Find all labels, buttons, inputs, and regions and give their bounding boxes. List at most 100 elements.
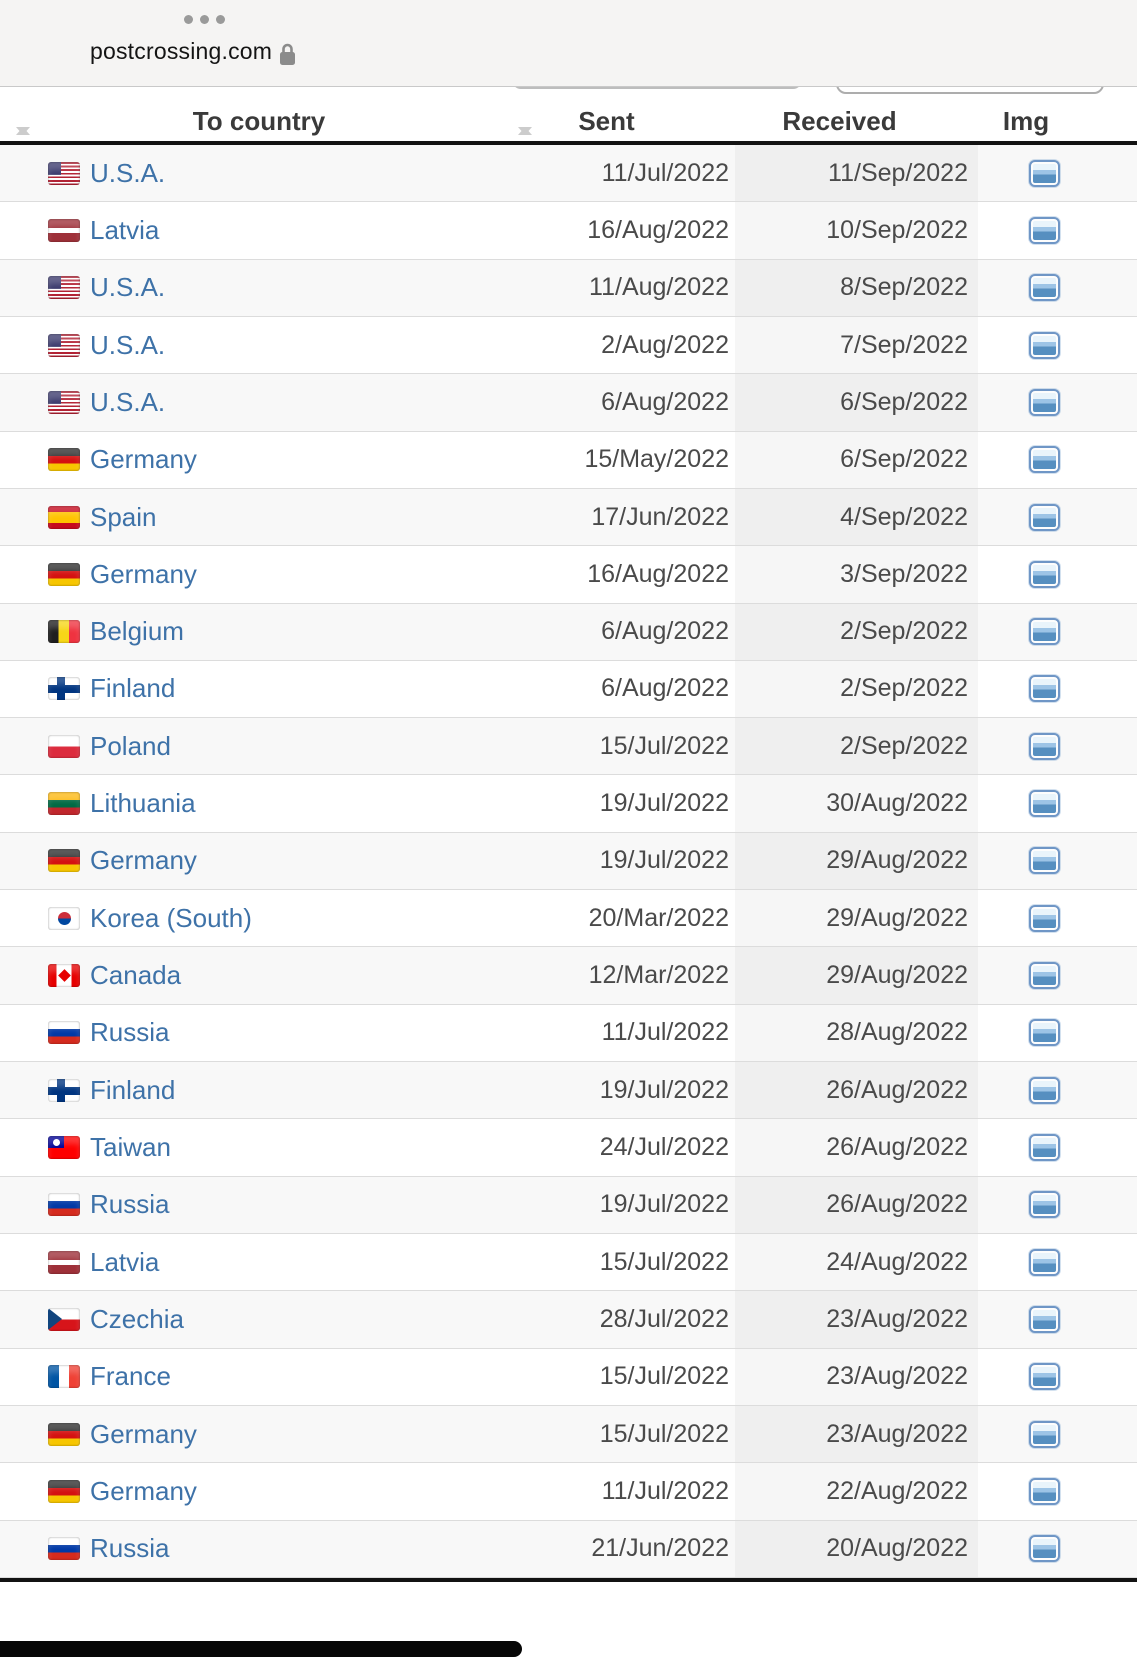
postcard-image-icon[interactable] [1028, 790, 1060, 818]
country-link[interactable]: Poland [90, 730, 171, 761]
country-flag-icon [48, 276, 80, 300]
column-header-label: Img [1002, 106, 1050, 136]
country-cell: Czechia [40, 1291, 500, 1347]
postcard-image-icon[interactable] [1028, 216, 1060, 244]
column-header-stub[interactable] [0, 96, 40, 141]
country-link[interactable]: Finland [90, 673, 176, 704]
received-date-cell: 4/Sep/2022 [735, 489, 978, 545]
column-header-sent[interactable]: Sent [500, 96, 735, 141]
postcard-image-icon[interactable] [1028, 1248, 1060, 1276]
received-date-cell: 28/Aug/2022 [735, 1005, 978, 1061]
received-date-cell: 2/Sep/2022 [735, 661, 978, 717]
table-row: Spain 17/Jun/2022 4/Sep/2022 [0, 488, 1137, 547]
postcard-image-icon[interactable] [1028, 1305, 1060, 1333]
country-link[interactable]: Russia [90, 1189, 170, 1220]
img-cell [978, 1349, 1110, 1405]
sent-date-cell: 11/Aug/2022 [589, 273, 729, 302]
postcard-image-icon[interactable] [1028, 675, 1060, 703]
postcard-image-icon[interactable] [1028, 618, 1060, 646]
img-cell [978, 1062, 1110, 1118]
postcard-image-icon[interactable] [1028, 1363, 1060, 1391]
country-link[interactable]: Latvia [90, 1246, 160, 1277]
country-cell: Russia [40, 1005, 500, 1061]
table-row: Germany 16/Aug/2022 3/Sep/2022 [0, 546, 1137, 604]
country-cell: Poland [40, 718, 500, 774]
column-header-to-country[interactable]: To country [40, 96, 532, 141]
country-link[interactable]: Russia [90, 1533, 170, 1564]
img-cell [978, 1463, 1110, 1519]
postcard-image-icon[interactable] [1028, 274, 1060, 302]
column-header-received[interactable]: Received [735, 96, 978, 141]
country-cell: Germany [40, 1406, 500, 1462]
country-link[interactable]: U.S.A. [90, 386, 166, 417]
table-row: Lithuania 19/Jul/2022 30/Aug/2022 [0, 775, 1137, 833]
country-cell: France [40, 1349, 500, 1405]
postcard-image-icon[interactable] [1028, 503, 1060, 531]
country-flag-icon [48, 792, 80, 816]
country-link[interactable]: U.S.A. [90, 157, 166, 188]
country-link[interactable]: Czechia [90, 1303, 184, 1334]
postcard-image-icon[interactable] [1028, 904, 1060, 932]
postcard-image-icon[interactable] [1028, 1076, 1060, 1104]
postcard-image-icon[interactable] [1028, 962, 1060, 990]
column-header-img[interactable]: Img [978, 96, 1110, 141]
country-link[interactable]: Canada [90, 960, 182, 991]
url-bar[interactable]: postcrossing.com [90, 38, 273, 64]
table-row: U.S.A. 6/Aug/2022 6/Sep/2022 [0, 374, 1137, 432]
postcard-image-icon[interactable] [1028, 1019, 1060, 1047]
received-date-cell: 29/Aug/2022 [735, 833, 978, 889]
img-cell [978, 947, 1110, 1003]
country-link[interactable]: Lithuania [90, 788, 196, 819]
postcard-image-icon[interactable] [1028, 1477, 1060, 1505]
country-cell: Spain [40, 489, 500, 545]
country-link[interactable]: Germany [90, 558, 197, 589]
country-link[interactable]: France [90, 1361, 171, 1392]
postcard-image-icon[interactable] [1028, 1133, 1060, 1161]
country-flag-icon [48, 1307, 80, 1331]
country-link[interactable]: U.S.A. [90, 272, 166, 303]
country-flag-icon [48, 1479, 80, 1503]
img-cell [978, 145, 1110, 201]
table-row: Poland 15/Jul/2022 2/Sep/2022 [0, 718, 1137, 776]
country-cell: Latvia [40, 1234, 500, 1290]
postcard-image-icon[interactable] [1028, 159, 1060, 187]
country-link[interactable]: Belgium [90, 616, 184, 647]
country-link[interactable]: Latvia [90, 214, 160, 245]
postcard-image-icon[interactable] [1028, 331, 1060, 359]
country-link[interactable]: U.S.A. [90, 329, 166, 360]
horizontal-scroll-indicator[interactable] [0, 1641, 522, 1657]
country-link[interactable]: Finland [90, 1074, 176, 1105]
country-link[interactable]: Taiwan [90, 1131, 171, 1162]
img-cell [978, 833, 1110, 889]
postcard-image-icon[interactable] [1028, 560, 1060, 588]
country-link[interactable]: Germany [90, 1418, 197, 1449]
postcard-image-icon[interactable] [1028, 847, 1060, 875]
postcard-image-icon[interactable] [1028, 446, 1060, 474]
table-row: Russia 21/Jun/2022 20/Aug/2022 [0, 1520, 1137, 1578]
tab-overview-dots-icon[interactable] [184, 15, 225, 24]
table-row: Russia 11/Jul/2022 28/Aug/2022 [0, 1004, 1137, 1062]
country-cell: Germany [40, 833, 500, 889]
country-link[interactable]: Germany [90, 444, 197, 475]
postcard-image-icon[interactable] [1028, 1420, 1060, 1448]
country-cell: Finland [40, 661, 500, 717]
country-flag-icon [48, 906, 80, 930]
sent-date-cell: 11/Jul/2022 [601, 1018, 729, 1047]
received-date-cell: 2/Sep/2022 [735, 718, 978, 774]
postcard-image-icon[interactable] [1028, 1191, 1060, 1219]
received-date-cell: 26/Aug/2022 [735, 1119, 978, 1175]
postcard-image-icon[interactable] [1028, 732, 1060, 760]
country-link[interactable]: Germany [90, 1475, 197, 1506]
postcard-image-icon[interactable] [1028, 1535, 1060, 1563]
img-cell [978, 604, 1110, 660]
country-link[interactable]: Russia [90, 1017, 170, 1048]
country-cell: Korea (South) [40, 890, 500, 946]
country-flag-icon [48, 390, 80, 414]
country-link[interactable]: Korea (South) [90, 902, 252, 933]
country-link[interactable]: Germany [90, 845, 197, 876]
country-link[interactable]: Spain [90, 501, 157, 532]
country-cell: Latvia [40, 202, 500, 258]
table-row: Canada 12/Mar/2022 29/Aug/2022 [0, 947, 1137, 1005]
postcard-image-icon[interactable] [1028, 388, 1060, 416]
table-row: U.S.A. 11/Aug/2022 8/Sep/2022 [0, 259, 1137, 317]
